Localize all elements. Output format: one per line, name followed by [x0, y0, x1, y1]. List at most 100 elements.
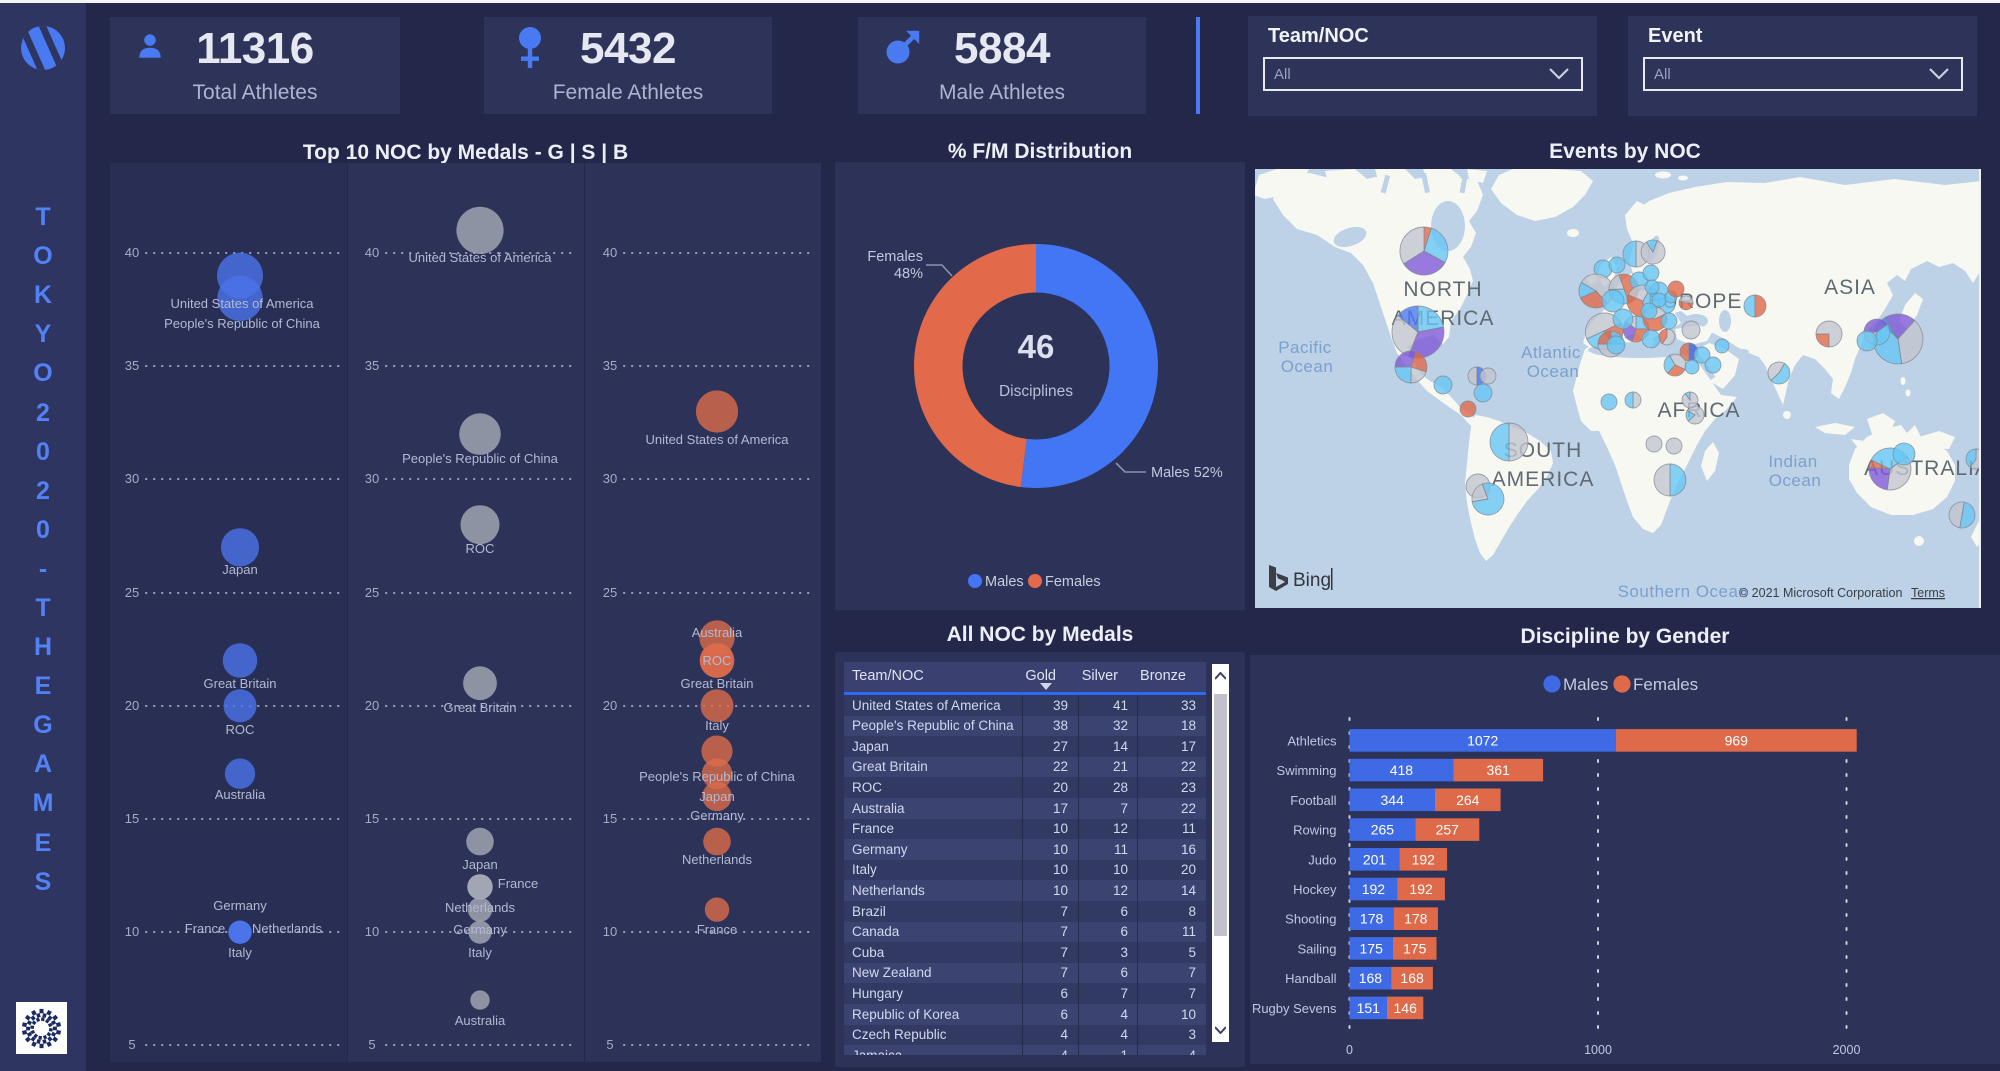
svg-text:France: France: [185, 921, 225, 936]
svg-text:ROC: ROC: [466, 541, 495, 556]
svg-text:Bing: Bing: [1293, 570, 1331, 591]
svg-text:Germany: Germany: [213, 898, 267, 913]
svg-text:Hockey: Hockey: [1293, 882, 1337, 897]
svg-text:30: 30: [603, 471, 617, 486]
svg-text:Great Britain: Great Britain: [204, 676, 277, 691]
svg-text:15: 15: [365, 811, 379, 826]
svg-text:NORTH: NORTH: [1403, 278, 1482, 301]
svg-text:Ocean: Ocean: [1526, 362, 1579, 381]
svg-text:5: 5: [606, 1037, 613, 1052]
svg-text:20: 20: [125, 698, 139, 713]
svg-text:175: 175: [1360, 940, 1384, 956]
svg-text:25: 25: [125, 585, 139, 600]
svg-text:Netherlands: Netherlands: [252, 921, 323, 936]
svg-text:361: 361: [1487, 762, 1511, 778]
svg-text:Females: Females: [1045, 574, 1101, 590]
svg-text:Shooting: Shooting: [1285, 912, 1336, 927]
svg-text:United States of America: United States of America: [408, 250, 552, 265]
svg-text:ROC: ROC: [226, 722, 255, 737]
svg-text:418: 418: [1390, 762, 1414, 778]
svg-text:ASIA: ASIA: [1824, 276, 1876, 299]
svg-text:146: 146: [1394, 1000, 1418, 1016]
svg-text:40: 40: [365, 245, 379, 260]
svg-text:Athletics: Athletics: [1287, 733, 1337, 748]
svg-text:178: 178: [1360, 911, 1384, 927]
svg-text:People's Republic of China: People's Republic of China: [402, 451, 558, 466]
svg-text:Netherlands: Netherlands: [445, 900, 516, 915]
svg-text:Italy: Italy: [468, 945, 492, 960]
svg-text:192: 192: [1362, 881, 1386, 897]
svg-text:35: 35: [365, 358, 379, 373]
svg-text:2000: 2000: [1833, 1043, 1861, 1057]
svg-text:France: France: [498, 876, 538, 891]
svg-text:Japan: Japan: [222, 562, 257, 577]
svg-text:168: 168: [1359, 970, 1383, 986]
svg-text:151: 151: [1357, 1000, 1381, 1016]
svg-text:ROC: ROC: [703, 653, 732, 668]
svg-text:1072: 1072: [1467, 732, 1498, 748]
svg-text:Germany: Germany: [690, 808, 744, 823]
svg-text:201: 201: [1363, 851, 1387, 867]
svg-text:Disciplines: Disciplines: [999, 383, 1073, 400]
svg-text:30: 30: [365, 471, 379, 486]
svg-text:Ocean: Ocean: [1768, 471, 1821, 490]
svg-text:Judo: Judo: [1308, 852, 1336, 867]
svg-text:Females: Females: [867, 249, 923, 265]
svg-text:10: 10: [125, 924, 139, 939]
svg-text:Swimming: Swimming: [1277, 763, 1337, 778]
svg-text:264: 264: [1456, 792, 1480, 808]
svg-text:192: 192: [1409, 881, 1433, 897]
svg-text:Italy: Italy: [228, 945, 252, 960]
svg-text:25: 25: [365, 585, 379, 600]
svg-text:Southern Ocean: Southern Ocean: [1617, 582, 1748, 601]
svg-text:AMERICA: AMERICA: [1491, 468, 1594, 491]
svg-text:5: 5: [128, 1037, 135, 1052]
svg-text:Handball: Handball: [1285, 971, 1336, 986]
svg-text:40: 40: [603, 245, 617, 260]
svg-text:Japan: Japan: [462, 857, 497, 872]
svg-text:Australia: Australia: [215, 787, 266, 802]
svg-text:Rowing: Rowing: [1293, 823, 1336, 838]
svg-text:United States of America: United States of America: [170, 296, 314, 311]
svg-text:25: 25: [603, 585, 617, 600]
svg-text:Males: Males: [985, 574, 1024, 590]
svg-text:265: 265: [1371, 822, 1395, 838]
svg-text:40: 40: [125, 245, 139, 260]
svg-text:Males: Males: [1563, 675, 1608, 694]
svg-text:969: 969: [1725, 732, 1749, 748]
svg-text:Indian: Indian: [1768, 452, 1817, 471]
svg-text:Females: Females: [1633, 675, 1698, 694]
svg-text:Ocean: Ocean: [1280, 357, 1333, 376]
svg-text:Atlantic: Atlantic: [1521, 343, 1581, 362]
svg-text:People's Republic of China: People's Republic of China: [164, 316, 320, 331]
svg-text:Australia: Australia: [692, 625, 743, 640]
svg-text:10: 10: [365, 924, 379, 939]
svg-text:35: 35: [125, 358, 139, 373]
svg-text:Italy: Italy: [705, 718, 729, 733]
svg-text:Rugby Sevens: Rugby Sevens: [1252, 1001, 1337, 1016]
svg-text:10: 10: [603, 924, 617, 939]
svg-text:Great Britain: Great Britain: [444, 700, 517, 715]
svg-text:15: 15: [603, 811, 617, 826]
svg-text:Australia: Australia: [455, 1013, 506, 1028]
svg-text:344: 344: [1381, 792, 1405, 808]
svg-text:Netherlands: Netherlands: [682, 852, 753, 867]
svg-text:15: 15: [125, 811, 139, 826]
svg-text:Great Britain: Great Britain: [681, 676, 754, 691]
svg-text:Terms: Terms: [1911, 586, 1945, 600]
svg-text:46: 46: [1018, 328, 1055, 365]
svg-text:20: 20: [365, 698, 379, 713]
svg-text:257: 257: [1436, 822, 1460, 838]
svg-text:192: 192: [1412, 851, 1436, 867]
svg-text:© 2021 Microsoft Corporation: © 2021 Microsoft Corporation: [1739, 586, 1903, 600]
svg-text:0: 0: [1346, 1043, 1353, 1057]
svg-text:175: 175: [1403, 940, 1427, 956]
svg-text:5: 5: [368, 1037, 375, 1052]
svg-text:Germany: Germany: [453, 922, 507, 937]
svg-text:35: 35: [603, 358, 617, 373]
svg-text:Japan: Japan: [699, 789, 734, 804]
svg-text:1000: 1000: [1584, 1043, 1612, 1057]
svg-text:France: France: [697, 922, 737, 937]
svg-text:Football: Football: [1290, 793, 1336, 808]
svg-text:Sailing: Sailing: [1297, 941, 1336, 956]
